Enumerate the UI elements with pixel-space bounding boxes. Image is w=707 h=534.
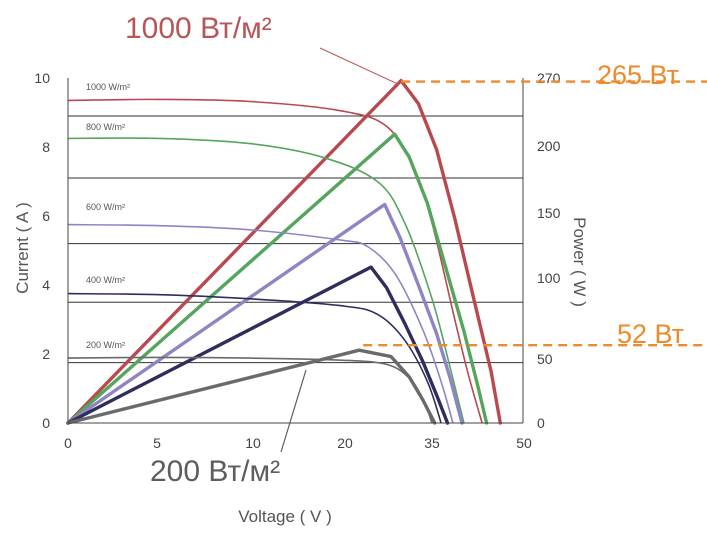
iv-curve-600 [67,223,454,424]
x-tick-label-50: 50 [516,435,532,451]
x-tick-label-10: 10 [245,435,261,451]
y-right-tick-label-150: 150 [537,205,561,221]
annotation-52-vt-label: 52 Вт [617,319,684,349]
iv-curve-400 [67,292,442,424]
series-label-200: 200 W/m² [86,340,125,350]
pv-curve-800 [66,132,489,425]
y-left-tick-label-0: 0 [42,415,50,431]
y-right-tick-label-270: 270 [537,70,561,86]
y-left-tick-label-10: 10 [34,70,50,86]
x-tick-label-35: 35 [424,435,440,451]
x-tick-label-20: 20 [337,435,353,451]
annotation-265-vt-label: 265 Вт [597,60,679,90]
series-label-800: 800 W/m² [86,122,125,132]
x-tick-label-0: 0 [64,435,72,451]
y-right-tick-label-200: 200 [537,138,561,154]
series-label-1000: 1000 W/m² [86,82,130,92]
y-right-tick-label-100: 100 [537,270,561,286]
annotation-200-vt-label: 200 Вт/м² [150,455,280,488]
y-left-axis-title: Current ( A ) [13,202,32,294]
y-right-tick-label-50: 50 [537,351,553,367]
pv-curve-600 [66,202,464,425]
y-left-tick-label-2: 2 [42,346,50,362]
y-right-axis-title: Power ( W ) [570,217,589,307]
x-axis-title: Voltage ( V ) [238,507,332,526]
label-1000-leader-line [319,47,400,86]
annotation-1000-vt-label: 1000 Вт/м² [125,12,272,45]
label-200-leader-line [280,369,307,453]
y-right-tick-label-0: 0 [537,415,545,431]
y-left-tick-label-6: 6 [42,208,50,224]
x-tick-label-5: 5 [153,435,161,451]
series-label-600: 600 W/m² [86,202,125,212]
y-left-tick-label-4: 4 [42,277,50,293]
pv-curve-400 [66,265,450,425]
iv-curve-800 [67,137,465,424]
series-label-400: 400 W/m² [86,275,125,285]
pv-curve-1000 [66,78,502,425]
pv-curve-200 [66,348,437,425]
y-left-tick-label-8: 8 [42,139,50,155]
